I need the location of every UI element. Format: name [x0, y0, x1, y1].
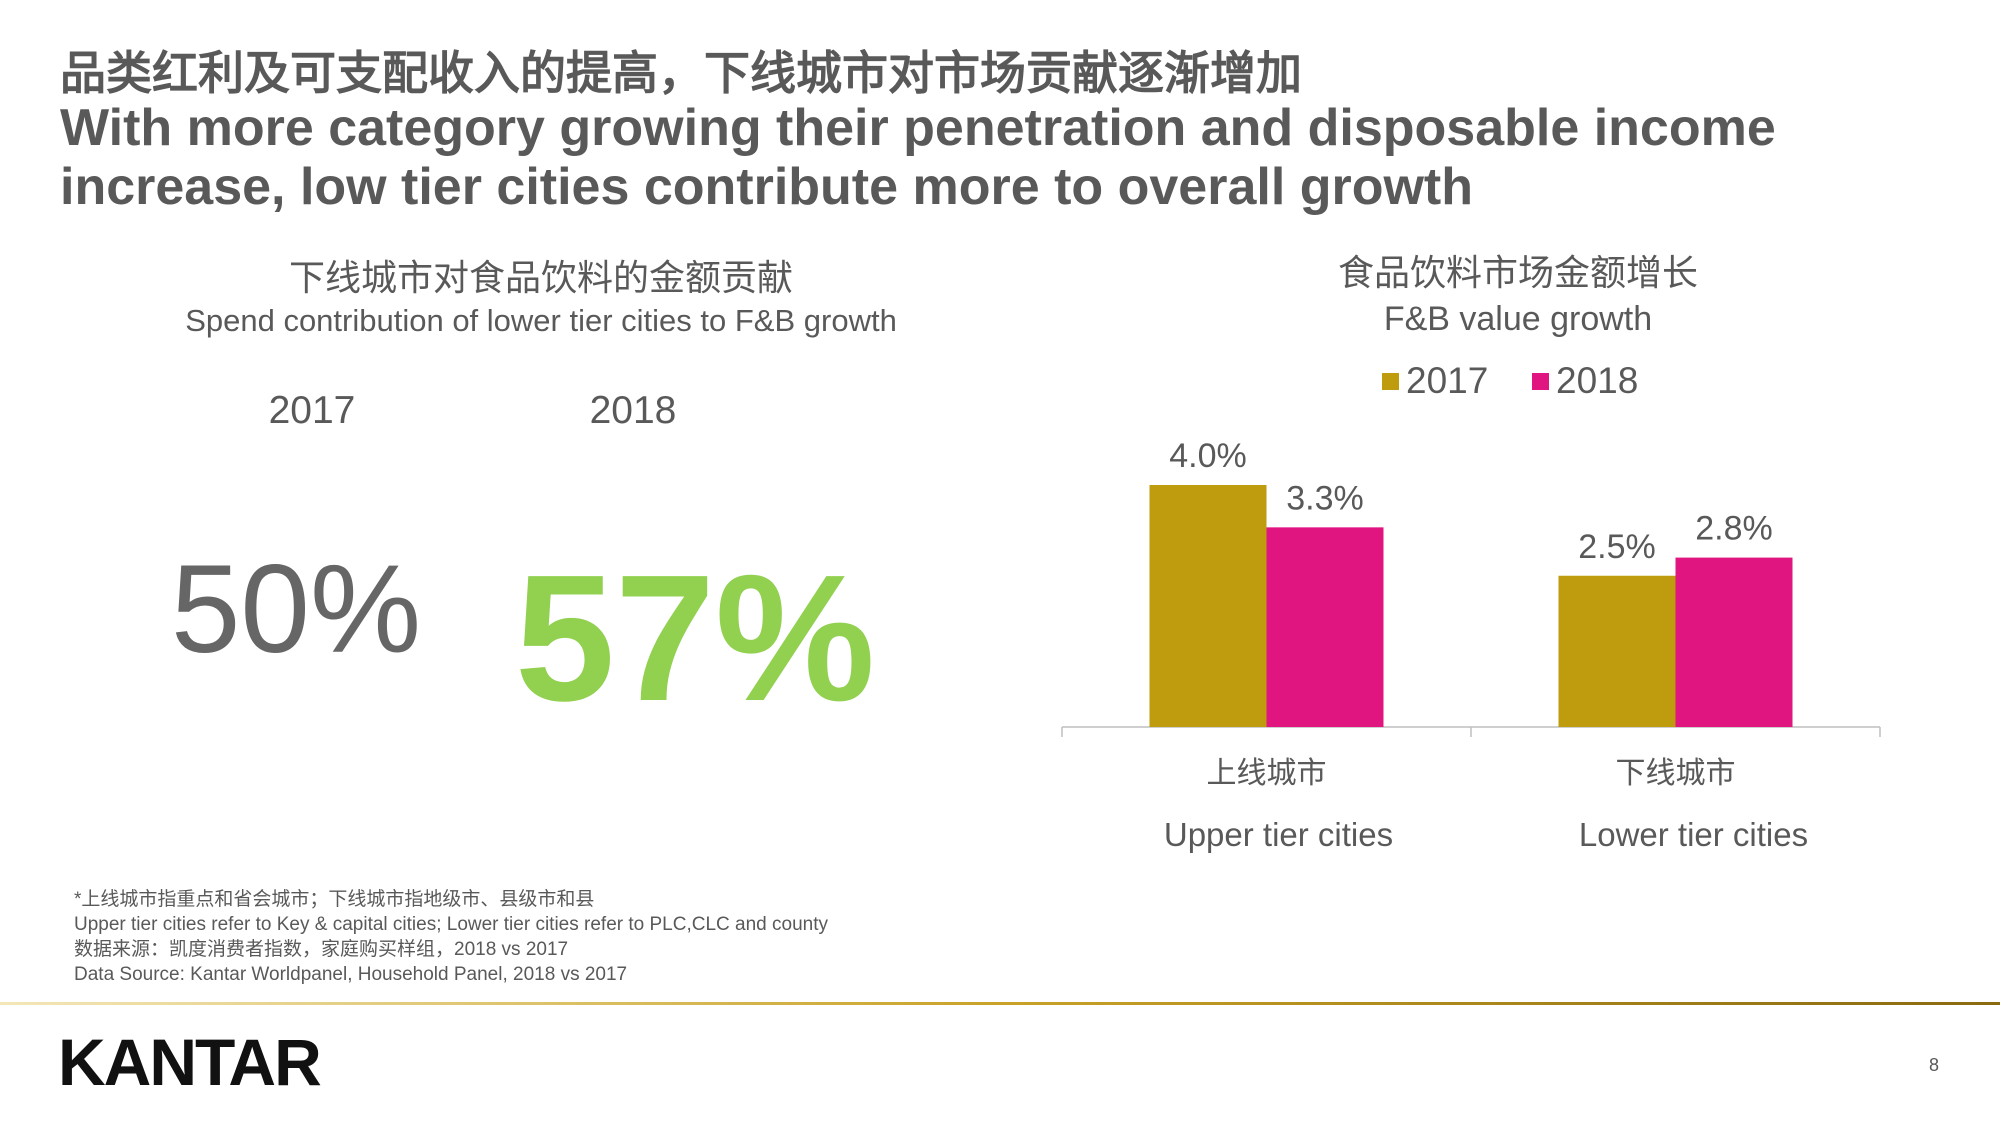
bar: [1266, 527, 1384, 727]
category-label-en: Lower tier cities: [1579, 816, 1808, 853]
stat-value: 50%: [171, 540, 421, 679]
chart-subtitle: F&B value growth: [1384, 300, 1652, 338]
legend-swatch: [1382, 373, 1399, 390]
logo: KANTAR: [58, 1025, 321, 1099]
divider: [0, 1002, 2000, 1005]
bar-chart: 4.0% 3.3% 上线城市 Upper tier cities 2.5% 2.8% 下线城…: [1149, 360, 1808, 853]
chart-title: 食品饮料市场金额增长: [1338, 252, 1698, 293]
year-label: 2017: [269, 389, 356, 432]
legend-label: 2017: [1406, 360, 1488, 401]
bar: [1675, 557, 1793, 727]
value-label: 2.8%: [1695, 510, 1773, 548]
year-label: 2018: [590, 389, 677, 432]
panel-subtitle: Spend contribution of lower tier cities …: [185, 303, 897, 338]
title-en: With more category growing their penetra…: [60, 99, 1776, 157]
title-en: increase, low tier cities contribute mor…: [60, 158, 1473, 216]
title-cn: 品类红利及可支配收入的提高，下线城市对市场贡献逐渐增加: [60, 47, 1302, 99]
category-label: 上线城市: [1207, 757, 1327, 790]
legend-swatch: [1532, 373, 1549, 390]
footnote: 数据来源：凯度消费者指数，家庭购买样组，2018 vs 2017: [74, 938, 568, 960]
category-label-en: Upper tier cities: [1164, 816, 1393, 853]
page-number: 8: [1929, 1055, 1939, 1075]
bar: [1149, 485, 1267, 727]
footnote: *上线城市指重点和省会城市；下线城市指地级市、县级市和县: [74, 888, 594, 910]
footnote: Upper tier cities refer to Key & capital…: [74, 914, 828, 935]
value-label: 3.3%: [1286, 479, 1364, 517]
panel-title: 下线城市对食品饮料的金额贡献: [289, 257, 793, 298]
stat-value: 57%: [515, 538, 875, 739]
category-label: 下线城市: [1616, 757, 1736, 790]
bar: [1558, 575, 1676, 727]
value-label: 2.5%: [1578, 528, 1656, 566]
value-label: 4.0%: [1169, 437, 1247, 475]
legend-label: 2018: [1556, 360, 1638, 401]
footnote: Data Source: Kantar Worldpanel, Househol…: [74, 964, 627, 985]
